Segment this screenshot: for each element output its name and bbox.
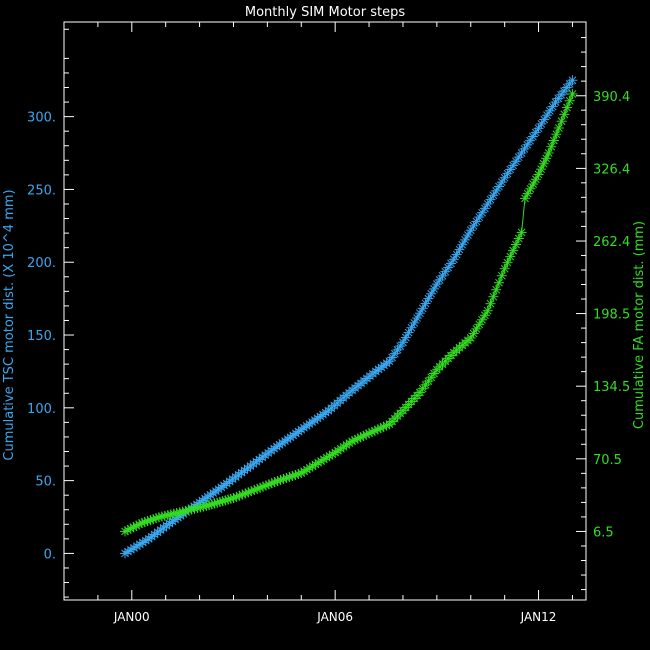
data-point	[242, 463, 253, 474]
chart-title: Monthly SIM Motor steps	[245, 5, 405, 20]
y-right-tick-label: 326.4	[593, 162, 630, 177]
data-point	[454, 244, 465, 255]
y-right-tick-label: 198.5	[593, 308, 630, 323]
data-point	[164, 518, 175, 529]
data-point	[533, 123, 544, 134]
data-point	[239, 465, 250, 476]
data-point	[167, 516, 178, 527]
y-right-tick-label: 262.4	[593, 235, 630, 250]
data-point	[477, 207, 488, 218]
data-point	[245, 461, 256, 472]
data-point	[494, 181, 504, 192]
data-point	[146, 531, 157, 542]
series-1-markers	[120, 75, 578, 559]
x-tick-label: JAN06	[316, 610, 353, 624]
data-point	[161, 520, 172, 531]
data-point	[224, 476, 235, 487]
axis-ticks: 0. 50. 100. 150. 200. 250. 300. 6.5 70.5 134.5 198…	[27, 22, 630, 624]
data-point	[236, 467, 247, 478]
data-point	[548, 135, 559, 146]
data-point	[257, 452, 268, 463]
plot-frame	[63, 21, 587, 601]
data-point	[320, 407, 331, 418]
data-point	[403, 327, 414, 338]
data-point	[263, 447, 274, 458]
data-point	[149, 529, 160, 540]
data-point	[230, 471, 241, 482]
data-point	[195, 502, 206, 513]
data-point	[227, 474, 238, 485]
data-point	[516, 227, 527, 238]
data-point	[143, 533, 154, 544]
data-point	[488, 190, 499, 201]
y-left-tick-label: 0.	[44, 547, 56, 562]
data-point	[536, 118, 547, 129]
data-point	[488, 291, 499, 302]
series-1	[120, 75, 578, 559]
data-point	[266, 445, 277, 456]
data-point	[426, 288, 437, 299]
y-left-tick-label: 250.	[27, 183, 56, 198]
data-point	[120, 548, 131, 559]
data-point	[485, 298, 496, 309]
x-tick-label: JAN00	[113, 610, 150, 624]
data-point	[547, 101, 558, 112]
series-2	[120, 88, 578, 537]
y-left-tick-label: 100.	[27, 402, 56, 417]
y-left-tick-label: 50.	[35, 475, 56, 490]
data-point	[237, 489, 248, 500]
y-right-tick-label: 6.5	[593, 525, 614, 540]
data-point	[260, 450, 271, 461]
data-point	[567, 88, 578, 99]
series-layer	[120, 75, 578, 559]
y-left-tick-label: 200.	[27, 256, 56, 271]
data-point	[248, 458, 259, 469]
data-point	[562, 102, 573, 113]
data-point	[221, 478, 232, 489]
y-right-axis-label: Cumulative FA motor dist. (mm)	[632, 221, 647, 429]
y-right-tick-label: 390.4	[593, 90, 630, 105]
data-point	[189, 503, 200, 514]
series-2-markers	[120, 88, 578, 537]
y-left-tick-label: 150.	[27, 329, 56, 344]
y-right-tick-label: 70.5	[593, 453, 622, 468]
y-right-tick-label: 134.5	[593, 380, 630, 395]
data-point	[152, 527, 163, 538]
data-point	[254, 454, 265, 465]
data-point	[158, 522, 169, 533]
y-left-axis-label: Cumulative TSC motor dist. (X 10^4 mm)	[2, 189, 17, 460]
data-point	[567, 75, 578, 86]
y-left-tick-label: 300.	[27, 111, 56, 126]
data-point	[140, 535, 151, 546]
data-point	[233, 469, 244, 480]
data-point	[513, 152, 524, 163]
data-point	[155, 525, 166, 536]
data-point	[218, 480, 229, 491]
x-tick-label: JAN12	[520, 610, 557, 624]
data-point	[251, 456, 262, 467]
data-point	[556, 116, 567, 127]
